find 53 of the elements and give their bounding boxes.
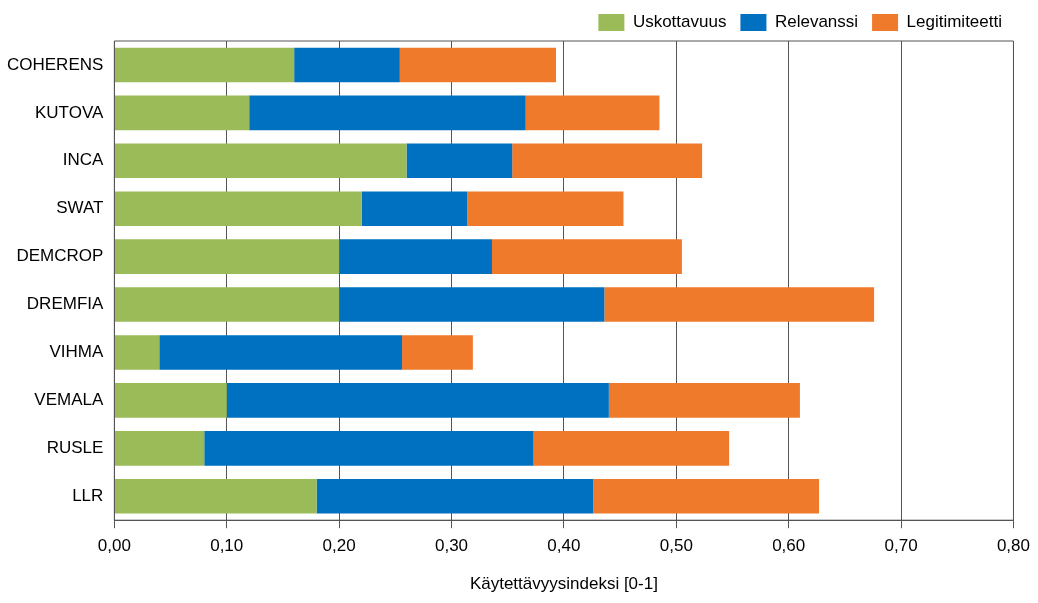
- y-tick-label: SWAT: [56, 198, 104, 218]
- y-tick-label: VEMALA: [34, 390, 104, 410]
- bar: [204, 431, 534, 466]
- bar: [402, 335, 473, 370]
- bar: [114, 47, 295, 83]
- bar: [339, 287, 605, 322]
- x-tick-label: 0,30: [434, 536, 469, 556]
- legend-label: Legitimiteetti: [906, 12, 1002, 32]
- x-tick-label: 0,00: [97, 536, 131, 556]
- x-tick-label: 0,10: [210, 536, 244, 556]
- bar: [399, 47, 557, 83]
- bar: [491, 239, 682, 274]
- x-tick-label: 0,40: [547, 536, 581, 556]
- x-tick-label: 0,80: [996, 536, 1030, 556]
- y-tick-label: VIHMA: [49, 342, 104, 362]
- x-axis-title: Käytettävyysindeksi [0-1]: [469, 574, 658, 594]
- bar: [467, 191, 624, 227]
- bar: [406, 143, 513, 179]
- bar: [604, 287, 875, 322]
- bar: [226, 383, 609, 418]
- bar: [608, 383, 800, 418]
- y-tick-label: RUSLE: [46, 438, 104, 458]
- bar: [593, 478, 820, 514]
- y-tick-label: LLR: [72, 485, 104, 505]
- bar: [114, 143, 407, 179]
- y-tick-label: COHERENS: [6, 54, 104, 74]
- bar: [114, 287, 340, 322]
- y-tick-label: DREMFIA: [26, 294, 105, 314]
- bar: [114, 95, 250, 131]
- bar: [114, 335, 160, 370]
- x-tick-label: 0,20: [322, 536, 356, 556]
- bar: [114, 478, 317, 514]
- bar: [114, 383, 227, 418]
- bar: [339, 239, 492, 274]
- bar: [114, 431, 205, 466]
- y-tick-label: INCA: [62, 150, 104, 170]
- x-tick-label: 0,50: [659, 536, 693, 556]
- bar: [512, 143, 703, 179]
- bar: [294, 47, 400, 83]
- bar: [159, 335, 403, 370]
- bar: [316, 478, 594, 514]
- bar: [525, 95, 660, 131]
- legend-label: Uskottavuus: [632, 12, 727, 32]
- bar: [361, 191, 468, 227]
- legend-label: Relevanssi: [774, 12, 859, 32]
- y-tick-label: DEMCROP: [16, 246, 104, 266]
- bar: [114, 239, 340, 274]
- bar: [533, 431, 730, 466]
- bar: [114, 191, 362, 227]
- x-tick-label: 0,60: [772, 536, 806, 556]
- bar: [249, 95, 526, 131]
- y-tick-label: KUTOVA: [35, 102, 104, 122]
- x-tick-label: 0,70: [884, 536, 918, 556]
